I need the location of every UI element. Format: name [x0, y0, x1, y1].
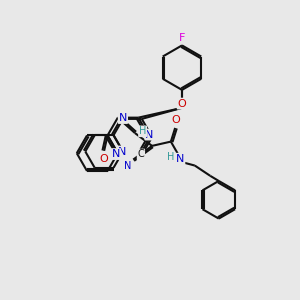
Text: H: H — [139, 126, 146, 136]
Text: N: N — [176, 154, 184, 164]
Text: N: N — [118, 146, 126, 157]
Text: O: O — [178, 99, 186, 109]
Text: O: O — [172, 115, 180, 125]
Text: N: N — [112, 149, 120, 159]
Text: F: F — [179, 33, 185, 43]
Text: N: N — [124, 160, 132, 171]
Text: N: N — [119, 113, 127, 123]
Text: H: H — [167, 152, 175, 162]
Text: N: N — [145, 130, 154, 140]
Text: C: C — [137, 149, 144, 159]
Text: O: O — [100, 154, 109, 164]
